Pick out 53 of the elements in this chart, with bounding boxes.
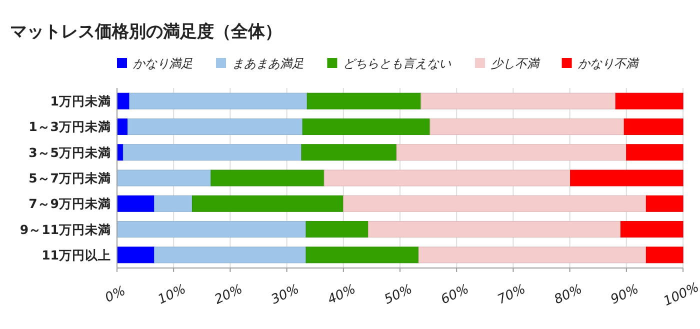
bar bbox=[122, 144, 302, 161]
bar bbox=[646, 246, 684, 264]
bar bbox=[570, 170, 684, 186]
y-tick-label: 1～3万円未満 bbox=[28, 119, 111, 134]
bar bbox=[306, 246, 419, 264]
bar bbox=[116, 246, 155, 264]
y-tick-label: 11万円以上 bbox=[42, 247, 111, 262]
bar bbox=[343, 195, 647, 212]
legend-label: どちらとも言えない bbox=[343, 56, 452, 70]
y-tick-label: 5～7万円未満 bbox=[28, 170, 111, 186]
bar bbox=[306, 221, 369, 238]
x-tick-label: 0% bbox=[103, 284, 128, 306]
bar bbox=[324, 170, 571, 186]
y-tick-label: 3～5万円未満 bbox=[28, 144, 111, 160]
legend-label: まあまあ満足 bbox=[232, 56, 304, 70]
bar bbox=[210, 170, 324, 186]
bar bbox=[127, 118, 303, 135]
bar bbox=[116, 221, 306, 238]
x-tick-label: 80% bbox=[552, 282, 585, 308]
legend-label: かなり満足 bbox=[133, 56, 193, 70]
bar bbox=[306, 92, 422, 110]
x-tick-label: 20% bbox=[212, 282, 245, 308]
bar bbox=[368, 221, 622, 238]
legend-label: 少し不満 bbox=[491, 56, 541, 70]
bar bbox=[626, 144, 684, 161]
x-tick-label: 10% bbox=[156, 282, 188, 308]
bar bbox=[420, 92, 616, 110]
y-tick-label: 9～11万円未満 bbox=[20, 222, 111, 237]
chart-title: マットレス価格別の満足度（全体） bbox=[10, 22, 282, 42]
x-tick-label: 70% bbox=[495, 282, 528, 308]
bar bbox=[129, 92, 308, 110]
x-tick-label: 90% bbox=[608, 282, 642, 308]
x-tick-label: 50% bbox=[382, 282, 415, 308]
x-tick-label: 60% bbox=[438, 282, 472, 308]
legend-label: かなり不満 bbox=[578, 56, 640, 70]
bar bbox=[620, 221, 684, 238]
y-tick-label: 1万円未満 bbox=[50, 94, 111, 109]
bar bbox=[615, 92, 684, 110]
bar bbox=[192, 195, 344, 212]
bar bbox=[624, 118, 684, 135]
bar bbox=[396, 144, 627, 161]
x-tick-label: 40% bbox=[326, 282, 358, 308]
bar bbox=[430, 118, 624, 135]
bar bbox=[116, 170, 212, 186]
bar bbox=[154, 195, 193, 212]
bar bbox=[116, 195, 155, 212]
bar bbox=[154, 246, 306, 264]
bar bbox=[301, 144, 397, 161]
bar bbox=[302, 118, 430, 135]
y-tick-label: 7～9万円未満 bbox=[28, 196, 111, 212]
bar bbox=[646, 195, 684, 212]
bar bbox=[418, 246, 647, 264]
x-tick-label: 30% bbox=[269, 282, 302, 308]
